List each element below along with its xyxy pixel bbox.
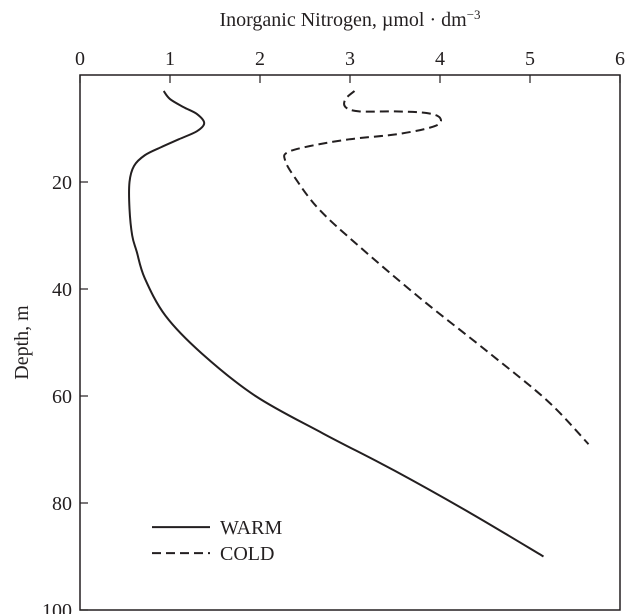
y-tick-label: 20	[52, 172, 72, 194]
y-tick-label: 60	[52, 386, 72, 408]
legend-label-warm: WARM	[220, 517, 282, 539]
x-tick-label: 2	[255, 48, 265, 70]
x-tick-label: 4	[435, 48, 445, 70]
y-axis-label: Depth, m	[11, 305, 33, 380]
y-tick-label: 40	[52, 279, 72, 301]
x-axis-label-text: Inorganic Nitrogen, µmol · dm	[219, 9, 467, 31]
series-line-cold	[283, 90, 590, 445]
x-tick-label: 5	[525, 48, 535, 70]
x-tick-label: 1	[165, 48, 175, 70]
plot-frame	[79, 74, 621, 611]
x-axis-label: Inorganic Nitrogen, µmol · dm−3	[219, 7, 480, 32]
legend: WARM COLD	[152, 517, 282, 565]
series-layer	[128, 90, 590, 558]
x-tick-label: 3	[345, 48, 355, 70]
x-tick-label: 6	[615, 48, 625, 70]
x-axis-label-exponent: −3	[467, 7, 481, 22]
y-tick-label: 100	[42, 600, 72, 614]
x-tick-label: 0	[75, 48, 85, 70]
legend-label-cold: COLD	[220, 543, 274, 565]
series-line-warm	[128, 90, 545, 558]
axes: 0 1 2 3 4 5 6 20 40 60 80 100	[42, 48, 625, 614]
y-tick-label: 80	[52, 493, 72, 515]
